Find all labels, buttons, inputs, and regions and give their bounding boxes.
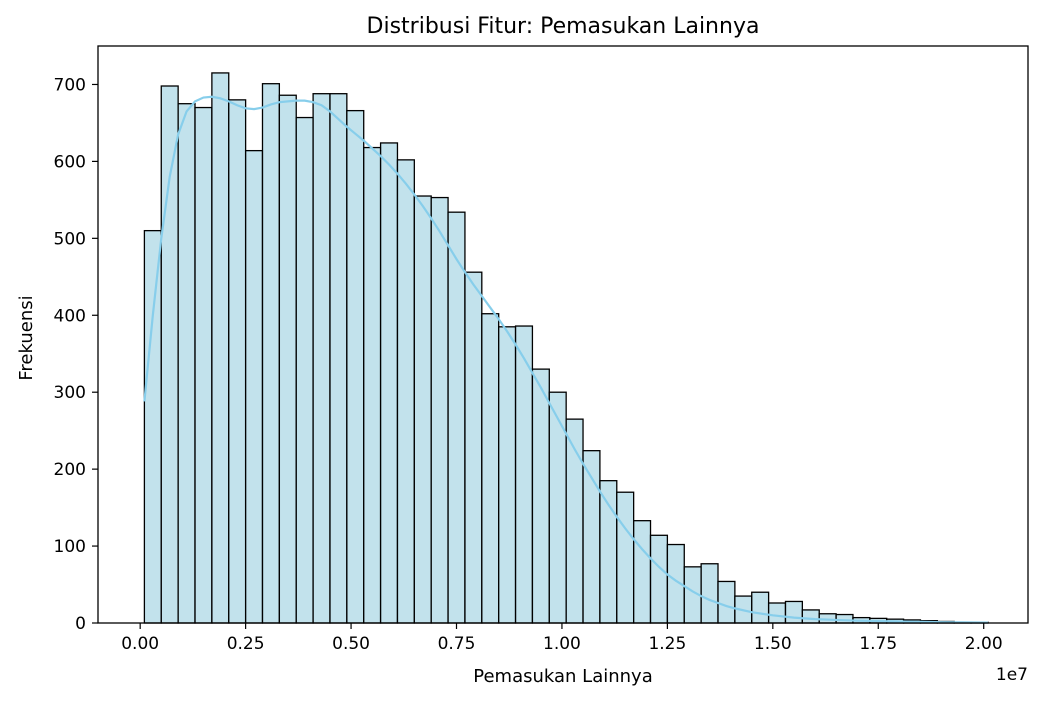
histogram-bar: [295, 116, 314, 624]
x-axis-ticks: 0.00 0.25 0.50 0.75 1.00 1.25 1.50 1.75 2.00: [121, 623, 1003, 654]
y-tick-label: 100: [54, 537, 86, 557]
histogram-bar: [160, 85, 179, 624]
histogram-bar: [767, 602, 787, 624]
x-tick-label: 1.25: [648, 634, 686, 654]
histogram-bar: [261, 83, 281, 624]
plot-frame: [97, 45, 1029, 624]
y-tick-label: 700: [54, 75, 86, 95]
histogram-bar: [312, 93, 331, 624]
histogram-bar: [143, 229, 162, 624]
x-tick-label: 1.00: [543, 634, 581, 654]
y-tick-label: 300: [54, 383, 86, 403]
histogram-bar: [329, 93, 348, 624]
y-tick-label: 600: [54, 152, 86, 172]
x-tick-label: 1.75: [859, 634, 897, 654]
x-axis-offset-text: 1e7: [996, 665, 1028, 685]
histogram-bar: [379, 142, 399, 624]
y-axis-ticks: 0 100 200 300 400 500 600 700: [54, 75, 98, 634]
histogram-bar: [430, 196, 449, 624]
y-axis-label: Frekuensi: [16, 295, 37, 380]
y-tick-label: 200: [54, 460, 86, 480]
histogram-bar: [784, 600, 804, 624]
histogram-bar: [464, 271, 483, 624]
y-tick-label: 400: [54, 306, 86, 326]
histogram-bar: [616, 491, 635, 624]
histogram-bar: [278, 94, 297, 624]
x-axis-label: Pemasukan Lainnya: [473, 666, 652, 687]
x-tick-label: 1.50: [754, 634, 792, 654]
x-tick-label: 0.75: [438, 634, 476, 654]
histogram-bar: [396, 159, 415, 624]
histogram-bar: [244, 149, 264, 624]
x-tick-label: 0.25: [227, 634, 265, 654]
histogram-bar: [599, 480, 618, 624]
histogram-bar: [228, 99, 247, 624]
histogram-bar: [447, 211, 466, 624]
histogram-bar: [717, 580, 736, 624]
histogram-bar: [649, 534, 669, 624]
x-tick-label: 2.00: [965, 634, 1003, 654]
x-tick-label: 0.00: [121, 634, 159, 654]
histogram-bar: [751, 591, 770, 624]
histogram-bar: [548, 391, 567, 624]
histogram-bar: [481, 313, 500, 624]
kde-curve: [143, 95, 988, 624]
histogram-bars: [143, 72, 989, 624]
histogram-bar: [211, 72, 230, 624]
histogram-bar: [700, 563, 719, 624]
histogram-bar: [194, 106, 213, 624]
histogram-bar: [363, 146, 382, 624]
histogram-bar: [413, 195, 432, 624]
histogram-bar: [632, 520, 652, 624]
histogram-bar: [801, 609, 820, 624]
histogram-bar: [177, 103, 196, 624]
histogram-bar: [835, 613, 854, 624]
x-tick-label: 0.50: [332, 634, 370, 654]
histogram-bar: [498, 326, 517, 624]
chart-title: Distribusi Fitur: Pemasukan Lainnya: [367, 14, 760, 39]
y-tick-label: 0: [75, 614, 86, 634]
histogram-bar: [346, 109, 365, 624]
histogram-bar: [531, 368, 550, 624]
y-tick-label: 500: [54, 229, 86, 249]
